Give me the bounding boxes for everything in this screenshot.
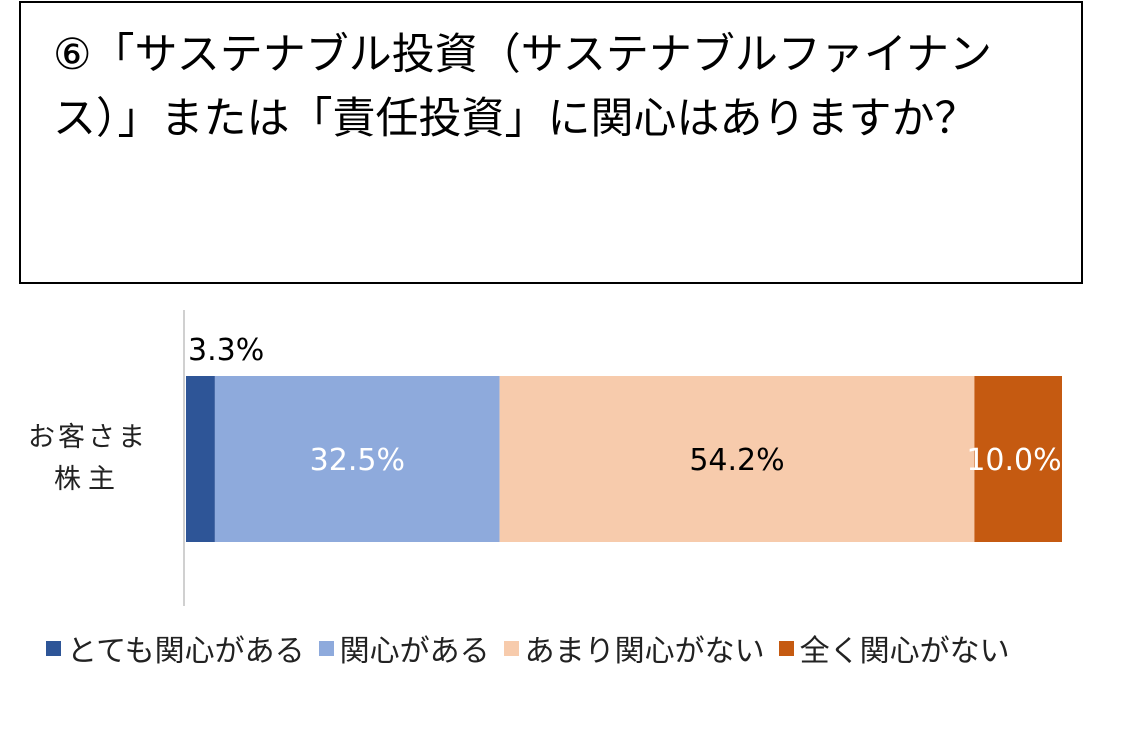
legend-item-2: 関心がある	[318, 626, 490, 670]
question-title-line-2: ス）」または「責任投資」に関心はありますか？	[53, 94, 978, 144]
category-label-line-1: お客さま	[28, 422, 148, 453]
legend-label-3: あまり関心がない	[524, 634, 765, 669]
legend-item-4: 全く関心がない	[778, 626, 1010, 670]
category-label-line-2: 株主	[54, 464, 122, 495]
legend-label-2: 関心がある	[339, 634, 490, 669]
legend-swatch-3	[503, 640, 519, 656]
legend-swatch-4	[778, 640, 794, 656]
bar-segments	[186, 376, 1062, 542]
bar-segment-3	[499, 376, 975, 542]
legend-label-4: 全く関心がない	[799, 634, 1010, 669]
data-labels: 3.3% 32.5% 54.2% 10.0%	[188, 333, 1062, 478]
legend-swatch-2	[318, 640, 334, 656]
legend-item-1: とても関心がある	[46, 626, 305, 670]
legend-swatch-1	[46, 640, 61, 656]
data-label-4: 10.0%	[966, 443, 1061, 478]
question-title-line-1: ⑥「サステナブル投資（サステナブルファイナン	[53, 30, 992, 80]
bar-segment-2	[214, 376, 500, 542]
data-label-2: 32.5%	[310, 443, 405, 478]
legend-label-1: とても関心がある	[67, 634, 305, 669]
legend-item-3: あまり関心がない	[503, 626, 765, 670]
data-label-3: 54.2%	[689, 443, 784, 478]
question-title: ⑥「サステナブル投資（サステナブルファイナン ス）」または「責任投資」に関心はあ…	[53, 23, 1063, 151]
data-label-1: 3.3%	[188, 333, 264, 368]
bar-segment-1	[186, 376, 215, 542]
legend: とても関心がある 関心がある あまり関心がない 全く関心がない	[46, 626, 1024, 670]
question-box: ⑥「サステナブル投資（サステナブルファイナン ス）」または「責任投資」に関心はあ…	[19, 1, 1083, 284]
bar-segment-4	[974, 376, 1062, 542]
stacked-bar-chart: お客さま 株主 3.3% 32.5% 54.2% 10.0%	[28, 310, 1062, 606]
